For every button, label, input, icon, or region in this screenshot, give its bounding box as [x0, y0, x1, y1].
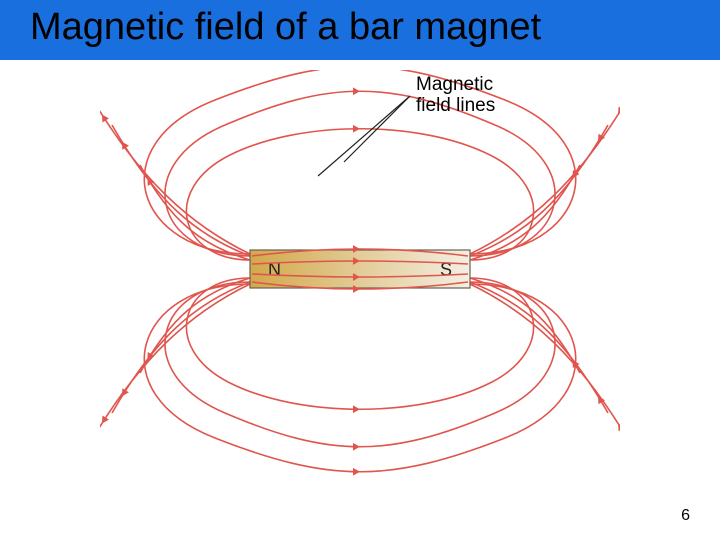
field-line	[165, 91, 555, 256]
field-line	[186, 278, 533, 409]
bar-magnet: NS	[250, 250, 470, 288]
field-arrow-icon	[353, 87, 360, 95]
field-line	[144, 70, 575, 254]
field-line	[165, 282, 555, 447]
field-diagram-svg: NS Magneticfield lines	[100, 70, 620, 490]
callout-leader	[318, 96, 410, 176]
field-line	[470, 284, 620, 443]
figure-bar-magnet-field: NS Magneticfield lines	[100, 70, 620, 490]
field-arrow-icon	[353, 125, 360, 133]
magnet-body	[250, 250, 470, 288]
field-line	[186, 129, 533, 260]
field-arrow-icon	[353, 443, 360, 451]
field-line	[100, 284, 250, 443]
field-line	[100, 95, 250, 254]
slide: Magnetic field of a bar magnet NS Magnet…	[0, 0, 720, 540]
callout-label: Magnetic	[416, 74, 493, 95]
field-arrow-icon	[353, 405, 360, 413]
callout-label: field lines	[416, 95, 495, 116]
callout: Magneticfield lines	[318, 74, 495, 176]
field-line	[144, 284, 575, 472]
page-title: Magnetic field of a bar magnet	[30, 6, 541, 49]
field-arrow-icon	[353, 468, 360, 476]
field-line	[470, 95, 620, 254]
page-number: 6	[681, 507, 690, 525]
title-bar: Magnetic field of a bar magnet	[0, 0, 720, 60]
